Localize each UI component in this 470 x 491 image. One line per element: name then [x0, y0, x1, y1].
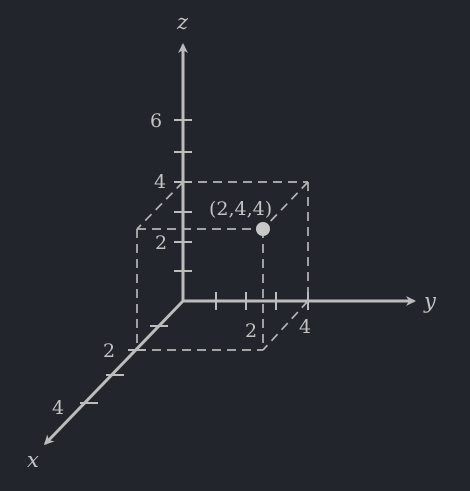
box-edge-bottom-right [262, 300, 309, 351]
x-tick-label-2: 2 [103, 340, 115, 362]
dashed-box [136, 181, 309, 351]
z-axis-label: z [176, 10, 189, 34]
x-axis-label: x [27, 448, 39, 472]
box-edge-top-right [262, 181, 309, 230]
z-tick-label-2: 2 [155, 232, 167, 254]
y-axis-label: y [423, 289, 437, 313]
z-tick-label-4: 4 [154, 171, 166, 193]
y-tick-label-2: 2 [245, 320, 257, 342]
labels: z y x 6 4 2 2 4 2 4 (2,4,4) [27, 10, 437, 472]
z-tick-label-6: 6 [150, 110, 162, 132]
point-label: (2,4,4) [209, 198, 272, 220]
axes [43, 43, 416, 446]
point-marker [256, 222, 270, 236]
x-axis [43, 299, 185, 446]
y-tick-label-4: 4 [299, 316, 311, 338]
x-tick-label-4: 4 [52, 397, 64, 419]
box-edge-top-left [136, 181, 184, 230]
